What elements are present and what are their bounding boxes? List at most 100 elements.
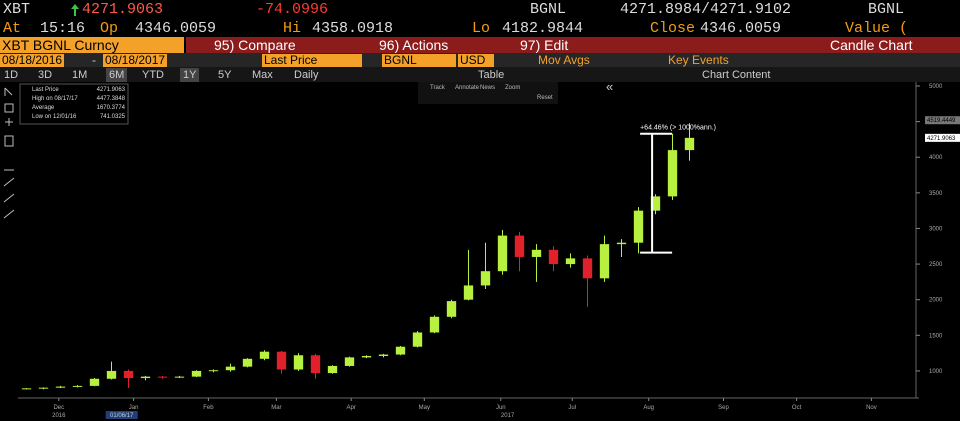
bid-ask: 4271.8984/4271.9102 bbox=[620, 1, 792, 18]
period[interactable]: 5Y bbox=[218, 69, 232, 81]
legend-value: 4271.9063 bbox=[97, 87, 126, 93]
price-source[interactable]: BGNL bbox=[382, 54, 456, 67]
candle-body bbox=[582, 258, 593, 279]
collapse[interactable]: « bbox=[606, 82, 613, 94]
period[interactable]: 1M bbox=[72, 69, 88, 81]
draw-tool[interactable]: Zoom bbox=[505, 85, 520, 91]
menu-item[interactable]: 95) Compare bbox=[214, 37, 296, 53]
candle-body bbox=[531, 249, 542, 257]
end-date[interactable]: 08/18/2017 bbox=[103, 53, 168, 67]
price-tag-label: 4271.9063 bbox=[927, 136, 956, 142]
legend-label: High on 08/17/17 bbox=[32, 96, 78, 102]
x-tick-label: Apr bbox=[347, 405, 356, 411]
y-tick-label: 1500 bbox=[929, 333, 943, 339]
stat-label: Hi bbox=[283, 20, 302, 37]
stat-label: At bbox=[3, 20, 22, 37]
studies[interactable]: Mov Avgs bbox=[538, 53, 590, 67]
period[interactable]: 1Y bbox=[180, 68, 200, 82]
stat-value: 15:16 bbox=[40, 20, 86, 37]
period[interactable]: 1D bbox=[4, 69, 19, 81]
chart-type[interactable]: Candle Chart bbox=[830, 37, 913, 53]
y-tick-label: 2000 bbox=[929, 298, 943, 304]
menu-item[interactable]: 97) Edit bbox=[520, 37, 569, 53]
cursor-label: 01/06/17 bbox=[110, 413, 134, 419]
x-tick-label: May bbox=[419, 405, 430, 411]
candle-body bbox=[259, 351, 270, 359]
year-label: 2017 bbox=[501, 413, 515, 419]
candle-body bbox=[616, 242, 627, 245]
period[interactable]: 3D bbox=[38, 69, 53, 81]
year-label: 2016 bbox=[52, 413, 66, 419]
y-tick-label: 3500 bbox=[929, 191, 943, 197]
period[interactable]: YTD bbox=[142, 69, 164, 81]
draw-tools bbox=[418, 82, 558, 104]
candle-body bbox=[650, 196, 661, 211]
candle-body bbox=[378, 354, 389, 356]
price-tag-label: 4519.4449 bbox=[927, 118, 956, 124]
candle-body bbox=[327, 365, 338, 374]
draw-tool[interactable]: Reset bbox=[537, 95, 553, 101]
stat-label: Lo bbox=[472, 20, 491, 37]
legend-label: Low on 12/01/16 bbox=[32, 114, 77, 120]
candle-body bbox=[429, 316, 440, 333]
stat-value: 4346.0059 bbox=[135, 20, 217, 37]
candle-body bbox=[72, 385, 83, 387]
stat-label: Value ( bbox=[845, 20, 909, 37]
candle-body bbox=[446, 301, 457, 317]
draw-tool[interactable]: Annotate bbox=[455, 85, 480, 91]
menu-item[interactable]: 96) Actions bbox=[379, 37, 449, 53]
stat-label: Close bbox=[650, 20, 696, 37]
candle-body bbox=[599, 244, 610, 279]
candle-body bbox=[89, 378, 100, 386]
candle-body bbox=[480, 271, 491, 286]
field[interactable]: Last Price bbox=[262, 54, 362, 67]
y-tick-label: 4000 bbox=[929, 155, 943, 161]
table-button[interactable]: Table bbox=[478, 69, 505, 81]
y-tick-label: 5000 bbox=[929, 84, 943, 90]
candle-body bbox=[497, 235, 508, 272]
candle-body bbox=[140, 376, 151, 379]
last-price: 4271.9063 bbox=[82, 1, 164, 18]
draw-tool[interactable]: News bbox=[480, 85, 495, 91]
stat-value: 4346.0059 bbox=[700, 20, 782, 37]
period[interactable]: Max bbox=[252, 69, 273, 81]
candle-body bbox=[38, 387, 49, 389]
candle-body bbox=[565, 258, 576, 265]
price-tag bbox=[925, 116, 960, 125]
source: BGNL bbox=[530, 1, 567, 18]
y-tick-label: 2500 bbox=[929, 262, 943, 268]
start-date[interactable]: 08/18/2016 bbox=[0, 53, 65, 67]
draw-tool[interactable]: Track bbox=[430, 85, 446, 91]
x-tick-label: Dec bbox=[53, 405, 64, 411]
legend-label: Last Price bbox=[32, 87, 59, 93]
x-tick-label: Jan bbox=[129, 405, 139, 411]
candle-body bbox=[344, 357, 355, 366]
candle-body bbox=[667, 150, 678, 197]
period[interactable]: 6M bbox=[106, 68, 128, 82]
candle-body bbox=[412, 332, 423, 347]
legend-value: 741.0325 bbox=[100, 114, 126, 120]
candle-body bbox=[548, 249, 559, 265]
up-arrow bbox=[71, 4, 79, 16]
draw-toolbar-icons bbox=[3, 87, 15, 219]
security-tab[interactable]: XBT BGNL Curncy bbox=[0, 37, 184, 53]
stat-value: 4182.9844 bbox=[502, 20, 584, 37]
candle-body bbox=[208, 370, 219, 372]
candle-body bbox=[395, 346, 406, 355]
y-tick-label: 3000 bbox=[929, 226, 943, 232]
x-tick-label: Aug bbox=[643, 405, 654, 411]
ticker: XBT bbox=[3, 1, 31, 18]
events[interactable]: Key Events bbox=[668, 53, 729, 67]
currency[interactable]: USD bbox=[458, 54, 494, 67]
frequency[interactable]: Daily bbox=[294, 69, 319, 81]
legend-label: Average bbox=[32, 105, 55, 111]
x-tick-label: Nov bbox=[866, 405, 877, 411]
x-tick-label: Jul bbox=[568, 405, 576, 411]
measure-label: +64.46% (> 1000%ann.) bbox=[640, 125, 716, 132]
chart-content[interactable]: Chart Content bbox=[702, 69, 771, 81]
stat-value: 4358.0918 bbox=[312, 20, 394, 37]
candle-body bbox=[191, 370, 202, 377]
candle-body bbox=[293, 355, 304, 370]
candle-body bbox=[106, 370, 117, 379]
